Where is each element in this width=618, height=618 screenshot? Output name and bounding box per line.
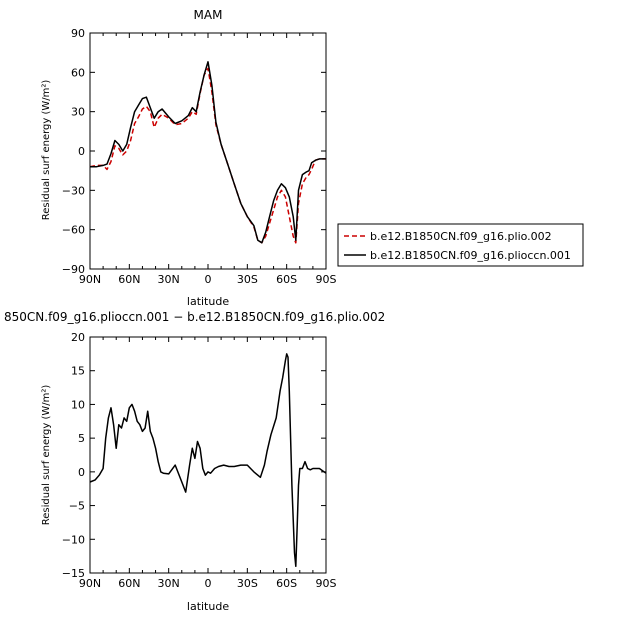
chart1-y-tick-label: −15 — [62, 567, 85, 580]
chart1-x-tick-label: 90N — [79, 577, 101, 590]
chart0-series-0-line — [89, 67, 326, 244]
chart0-x-tick-label: 60S — [276, 273, 297, 286]
chart0-series-1-line — [90, 61, 326, 244]
chart0-y-tick-label: 30 — [71, 106, 85, 119]
chart1-x-tick-label: 30N — [158, 577, 180, 590]
bottom-y-axis-label: Residual surf energy (W/m²) — [41, 385, 52, 526]
top-x-axis-label: latitude — [187, 295, 229, 308]
top-chart-title: MAM — [194, 8, 223, 22]
chart1-y-tick-label: 15 — [71, 365, 85, 378]
legend-box — [337, 223, 584, 267]
chart1-y-tick-label: 20 — [71, 331, 85, 344]
chart0-y-tick-label: −90 — [62, 263, 85, 276]
chart1-y-tick-label: 10 — [71, 398, 85, 411]
chart0-y-tick-label: −30 — [62, 184, 85, 197]
chart1-y-tick-label: 5 — [78, 432, 85, 445]
chart0-y-tick-label: 90 — [71, 27, 85, 40]
bottom-x-axis-label: latitude — [187, 600, 229, 613]
chart1-x-tick-label: 90S — [316, 577, 337, 590]
chart1-y-tick-label: −10 — [62, 533, 85, 546]
legend: b.e12.B1850CN.f09_g16.plio.002 b.e12.B18… — [337, 223, 584, 267]
chart0-x-tick-label: 0 — [205, 273, 212, 286]
chart0-y-tick-label: 60 — [71, 66, 85, 79]
chart1-x-tick-label: 0 — [205, 577, 212, 590]
chart0-x-tick-label: 90S — [316, 273, 337, 286]
bottom-panel: 850CN.f09_g16.plioccn.001 − b.e12.B1850C… — [4, 310, 385, 613]
legend-label-plio: b.e12.B1850CN.f09_g16.plio.002 — [370, 230, 552, 243]
chart0-x-tick-label: 30S — [237, 273, 258, 286]
chart0-y-tick-label: 0 — [78, 145, 85, 158]
chart1-y-tick-label: −5 — [69, 500, 85, 513]
chart0-x-tick-label: 60N — [118, 273, 140, 286]
bottom-chart-title: 850CN.f09_g16.plioccn.001 − b.e12.B1850C… — [4, 310, 385, 324]
chart1-series-0-line — [89, 353, 327, 568]
chart0-y-tick-label: −60 — [62, 224, 85, 237]
top-panel: MAM latitude Residual surf energy (W/m²)… — [41, 8, 337, 308]
chart1-x-tick-label: 30S — [237, 577, 258, 590]
legend-label-plioccn: b.e12.B1850CN.f09_g16.plioccn.001 — [370, 249, 571, 262]
chart1-y-tick-label: 0 — [78, 466, 85, 479]
chart0-x-tick-label: 90N — [79, 273, 101, 286]
bottom-y-axis-label-text: Residual surf energy (W/m²) — [41, 385, 52, 526]
chart1-x-tick-label: 60S — [276, 577, 297, 590]
chart0-x-tick-label: 30N — [158, 273, 180, 286]
top-y-axis-label: Residual surf energy (W/m²) — [41, 80, 52, 221]
top-y-axis-label-text: Residual surf energy (W/m²) — [41, 80, 52, 221]
chart1-x-tick-label: 60N — [118, 577, 140, 590]
